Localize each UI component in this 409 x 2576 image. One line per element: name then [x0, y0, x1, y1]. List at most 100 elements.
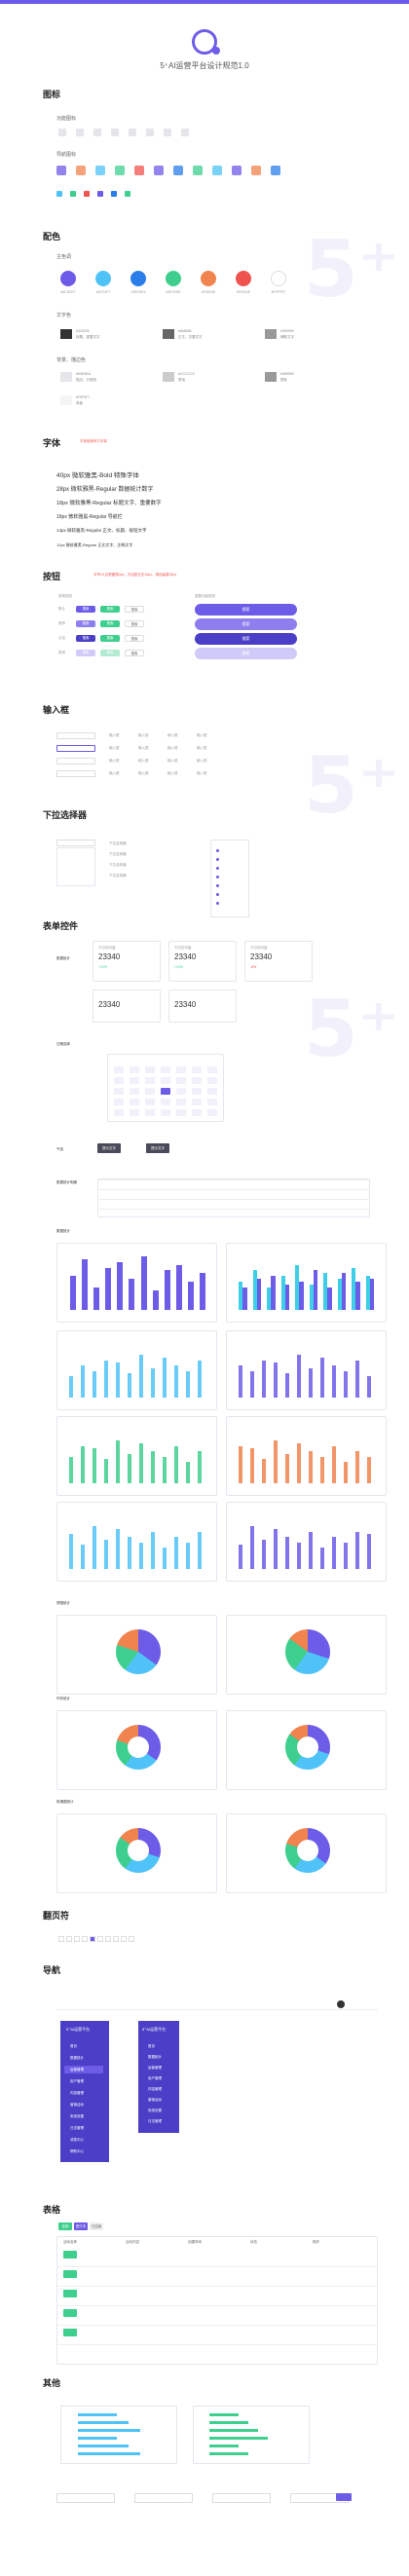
- small-icon[interactable]: [97, 191, 103, 197]
- calendar-day[interactable]: [192, 1066, 202, 1073]
- calendar-day[interactable]: [161, 1109, 170, 1116]
- primary-button[interactable]: 搜索: [76, 650, 95, 656]
- large-primary-button[interactable]: 搜索: [195, 618, 297, 630]
- small-icon[interactable]: [125, 191, 130, 197]
- page-button[interactable]: [58, 1936, 64, 1942]
- function-icon[interactable]: [93, 129, 101, 136]
- calendar-day[interactable]: [145, 1066, 155, 1073]
- calendar-day[interactable]: [192, 1109, 202, 1116]
- page-button[interactable]: [105, 1936, 111, 1942]
- table-tab[interactable]: 已结束: [90, 2222, 103, 2230]
- calendar-day[interactable]: [176, 1088, 186, 1095]
- nav-item[interactable]: 日志管理: [148, 2119, 162, 2123]
- select-dropdown-list[interactable]: [56, 847, 95, 886]
- calendar-day[interactable]: [176, 1066, 186, 1073]
- calendar-day[interactable]: [161, 1099, 170, 1105]
- nav-icon[interactable]: [271, 166, 280, 175]
- table-tab[interactable]: 全部: [58, 2222, 72, 2230]
- nav-icon[interactable]: [154, 166, 164, 175]
- page-button[interactable]: [90, 1936, 95, 1942]
- calendar-day[interactable]: [130, 1109, 139, 1116]
- nav-item[interactable]: 内容管理: [148, 2087, 162, 2091]
- calendar-day[interactable]: [161, 1077, 170, 1084]
- nav-item[interactable]: 日志管理: [70, 2126, 84, 2130]
- select-box[interactable]: [56, 840, 95, 846]
- nav-icon[interactable]: [232, 166, 242, 175]
- nav-item[interactable]: 帮助中心: [70, 2149, 84, 2153]
- tree-select[interactable]: [210, 840, 249, 917]
- success-button[interactable]: 搜索: [100, 606, 120, 613]
- calendar-panel[interactable]: [107, 1054, 224, 1122]
- calendar-day[interactable]: [114, 1109, 124, 1116]
- page-button[interactable]: [66, 1936, 72, 1942]
- calendar-day[interactable]: [114, 1077, 124, 1084]
- default-button[interactable]: 搜索: [125, 650, 144, 656]
- calendar-day[interactable]: [207, 1088, 217, 1095]
- large-primary-button[interactable]: 搜索: [195, 633, 297, 645]
- calendar-day[interactable]: [161, 1066, 170, 1073]
- nav-item[interactable]: 运营管理: [64, 2066, 103, 2073]
- nav-item[interactable]: 系统设置: [70, 2114, 84, 2118]
- calendar-day[interactable]: [176, 1077, 186, 1084]
- nav-item[interactable]: 用户管理: [70, 2079, 84, 2083]
- function-icon[interactable]: [181, 129, 189, 136]
- function-icon[interactable]: [76, 129, 84, 136]
- calendar-day[interactable]: [192, 1099, 202, 1105]
- primary-button[interactable]: 搜索: [76, 606, 95, 613]
- nav-icon[interactable]: [115, 166, 125, 175]
- nav-icon[interactable]: [193, 166, 203, 175]
- primary-button[interactable]: 搜索: [76, 620, 95, 627]
- calendar-day[interactable]: [176, 1099, 186, 1105]
- nav-icon[interactable]: [212, 166, 222, 175]
- default-button[interactable]: 搜索: [125, 606, 144, 613]
- calendar-day[interactable]: [114, 1066, 124, 1073]
- calendar-day[interactable]: [207, 1109, 217, 1116]
- calendar-day[interactable]: [145, 1109, 155, 1116]
- page-button[interactable]: [82, 1936, 88, 1942]
- calendar-day[interactable]: [114, 1099, 124, 1105]
- nav-icon[interactable]: [56, 166, 66, 175]
- form-field[interactable]: [134, 2493, 193, 2503]
- nav-item[interactable]: 首页: [70, 2044, 77, 2048]
- default-button[interactable]: 搜索: [125, 620, 144, 627]
- submit-button[interactable]: [336, 2493, 352, 2501]
- small-icon[interactable]: [70, 191, 76, 197]
- function-icon[interactable]: [164, 129, 171, 136]
- calendar-day[interactable]: [114, 1088, 124, 1095]
- calendar-day[interactable]: [192, 1077, 202, 1084]
- function-icon[interactable]: [129, 129, 136, 136]
- calendar-day[interactable]: [207, 1077, 217, 1084]
- calendar-day[interactable]: [130, 1099, 139, 1105]
- page-button[interactable]: [113, 1936, 119, 1942]
- nav-icon[interactable]: [173, 166, 183, 175]
- success-button[interactable]: 搜索: [100, 635, 120, 642]
- calendar-day[interactable]: [192, 1088, 202, 1095]
- nav-item[interactable]: 用户管理: [148, 2076, 162, 2080]
- page-button[interactable]: [129, 1936, 134, 1942]
- form-field[interactable]: [212, 2493, 271, 2503]
- small-icon[interactable]: [111, 191, 117, 197]
- calendar-day[interactable]: [207, 1099, 217, 1105]
- page-button[interactable]: [121, 1936, 127, 1942]
- page-button[interactable]: [74, 1936, 80, 1942]
- default-button[interactable]: 搜索: [125, 635, 144, 642]
- text-input[interactable]: [56, 758, 95, 765]
- page-button[interactable]: [97, 1936, 103, 1942]
- nav-item[interactable]: 数据统计: [148, 2055, 162, 2059]
- nav-icon[interactable]: [134, 166, 144, 175]
- function-icon[interactable]: [58, 129, 66, 136]
- nav-icon[interactable]: [95, 166, 105, 175]
- success-button[interactable]: 搜索: [100, 650, 120, 656]
- primary-button[interactable]: 搜索: [76, 635, 95, 642]
- small-icon[interactable]: [84, 191, 90, 197]
- calendar-day[interactable]: [145, 1099, 155, 1105]
- calendar-day[interactable]: [161, 1088, 170, 1095]
- text-input[interactable]: [56, 732, 95, 739]
- avatar[interactable]: [337, 2000, 345, 2008]
- function-icon[interactable]: [111, 129, 119, 136]
- table-tab[interactable]: 进行中: [74, 2222, 88, 2230]
- function-icon[interactable]: [146, 129, 154, 136]
- nav-item[interactable]: 数据统计: [70, 2056, 84, 2060]
- nav-item[interactable]: 首页: [148, 2044, 155, 2048]
- nav-item[interactable]: 消息中心: [70, 2138, 84, 2142]
